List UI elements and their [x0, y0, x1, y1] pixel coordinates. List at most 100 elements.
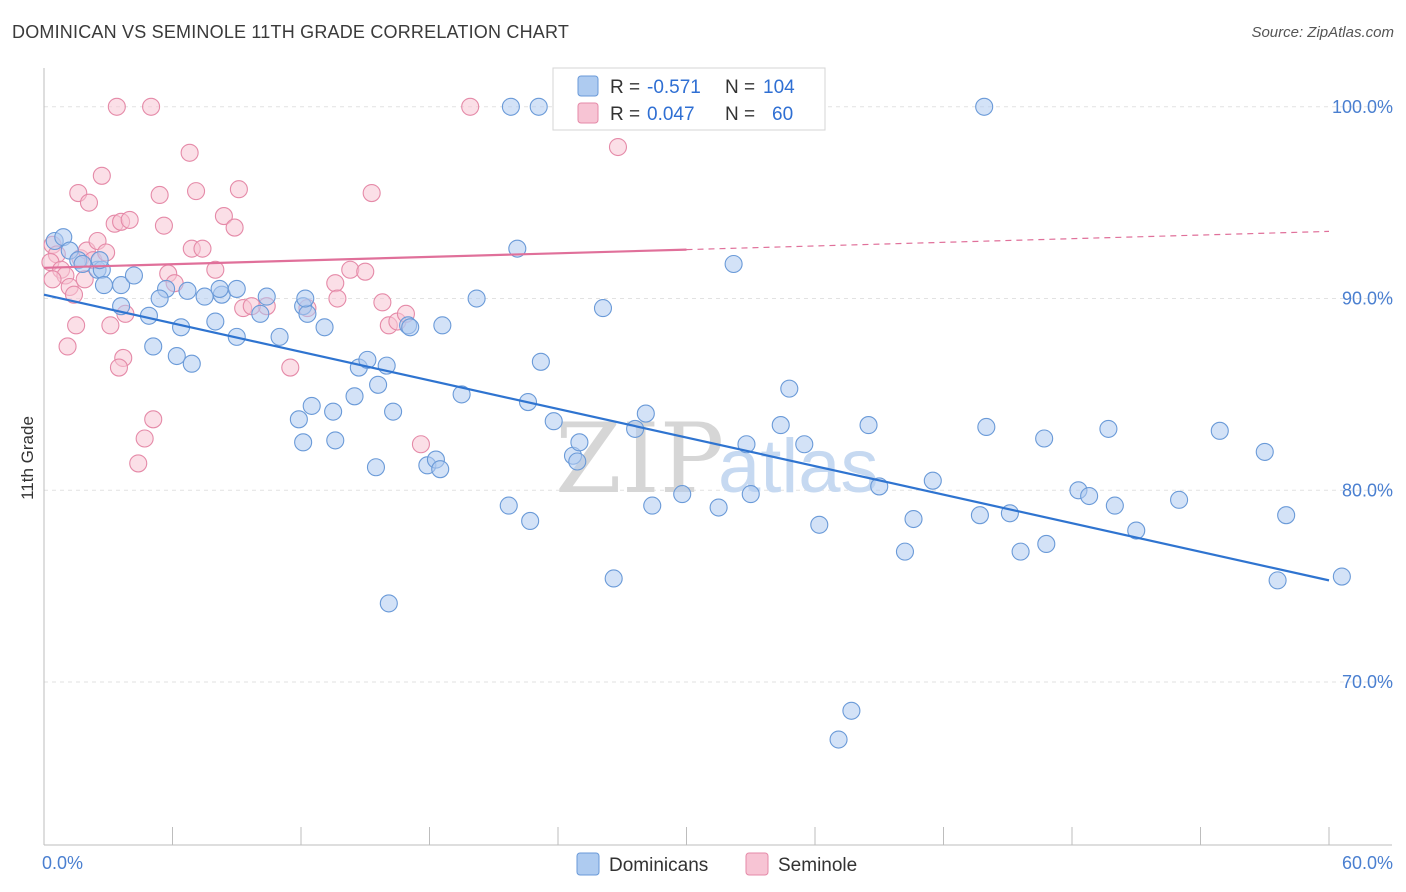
dominicans-point	[1210, 421, 1229, 440]
chart-title: DOMINICAN VS SEMINOLE 11TH GRADE CORRELA…	[12, 22, 570, 42]
seminole-point	[101, 316, 120, 335]
dominicans-point	[626, 419, 645, 438]
seminole-point	[150, 185, 169, 205]
x-tick-label-min: 0.0%	[42, 853, 83, 873]
dominicans-point	[709, 498, 728, 517]
dominicans-point	[73, 254, 92, 274]
dominicans-point	[673, 485, 692, 504]
seminole-point	[187, 182, 206, 201]
stats-legend: R = -0.571 N = 104 R = 0.047 N = 60	[552, 67, 826, 131]
dominicans-point	[570, 433, 589, 452]
dominicans-point	[1037, 534, 1056, 554]
y-tick-label: 80.0%	[1342, 480, 1393, 500]
dominicans-point	[210, 279, 229, 298]
dominicans-point	[94, 276, 114, 295]
seminole-point	[341, 260, 360, 279]
legend-swatch-seminole	[745, 852, 769, 876]
seminole-point	[373, 293, 392, 312]
seminole-point	[461, 97, 480, 116]
dominicans-point	[1268, 571, 1287, 590]
chart-source: Source: ZipAtlas.com	[1251, 24, 1394, 41]
dominicans-point	[531, 352, 550, 371]
dominicans-point	[508, 239, 527, 258]
legend-r-value-2: 0.047	[647, 104, 695, 125]
dominicans-point	[182, 354, 201, 373]
seminole-point	[107, 97, 126, 116]
y-tick-label: 90.0%	[1342, 289, 1393, 309]
dominicans-point	[345, 387, 364, 406]
x-tick-label-max: 60.0%	[1342, 853, 1393, 873]
seminole-point	[144, 410, 163, 429]
seminole-point	[281, 358, 300, 377]
legend-n-value-2: 60	[772, 104, 793, 125]
dominicans-point	[529, 97, 548, 116]
dominicans-point	[643, 496, 662, 515]
dominicans-trend-line	[43, 293, 1330, 582]
dominicans-point	[810, 515, 829, 534]
dominicans-point	[521, 511, 540, 530]
legend-r-label-2: R =	[610, 104, 640, 125]
dominicans-point	[90, 251, 109, 270]
seminole-point	[229, 180, 248, 199]
dominicans-point	[1105, 496, 1124, 515]
seminole-point	[135, 429, 154, 448]
seminole-point	[356, 262, 375, 281]
seminole-point	[43, 270, 62, 289]
dominicans-point	[724, 254, 743, 274]
dominicans-point	[593, 299, 613, 318]
legend-r-label-1: R =	[610, 77, 640, 98]
dominicans-point	[431, 460, 450, 479]
dominicans-point	[326, 431, 345, 450]
dominicans-point	[358, 350, 377, 369]
dominicans-point	[895, 542, 915, 561]
seminole-point	[79, 193, 99, 212]
dominicans-point	[771, 416, 790, 435]
dominicans-point	[302, 396, 321, 415]
dominicans-point	[604, 569, 623, 588]
dominicans-point	[433, 316, 452, 335]
dominicans-point	[568, 452, 587, 471]
dominicans-point	[294, 433, 313, 452]
legend-label-seminole: Seminole	[778, 855, 857, 876]
seminole-points	[41, 97, 628, 473]
legend-n-label-2: N =	[725, 104, 755, 125]
dominicans-point	[842, 701, 861, 720]
dominicans-point	[401, 318, 420, 337]
dominicans-point	[379, 594, 398, 613]
dominicans-point	[1170, 490, 1189, 509]
dominicans-point	[1255, 442, 1274, 461]
dominicans-point	[904, 509, 923, 529]
y-tick-label: 70.0%	[1342, 672, 1393, 692]
dominicans-point	[467, 289, 486, 308]
seminole-point	[326, 274, 345, 293]
seminole-point	[67, 316, 86, 335]
dominicans-point	[1277, 506, 1296, 525]
dominicans-point	[1035, 429, 1054, 448]
dominicans-point	[1099, 419, 1118, 438]
dominicans-point	[741, 485, 760, 504]
dominicans-point	[975, 97, 994, 116]
seminole-point	[225, 218, 244, 237]
legend-swatch-dominicans	[576, 852, 600, 876]
series-legend: Dominicans Seminole	[576, 852, 857, 876]
seminole-point	[92, 166, 111, 185]
seminole-point	[154, 216, 173, 235]
seminole-point	[58, 337, 77, 356]
y-axis-title: 11th Grade	[18, 416, 37, 500]
legend-label-dominicans: Dominicans	[609, 855, 708, 876]
dominicans-point	[501, 97, 520, 116]
seminole-point	[214, 207, 233, 226]
dominicans-point	[227, 279, 246, 298]
dominicans-point	[124, 266, 143, 285]
dominicans-point	[324, 402, 343, 421]
dominicans-point	[369, 375, 388, 394]
dominicans-point	[315, 318, 334, 337]
dominicans-point	[1127, 521, 1146, 540]
dominicans-point	[112, 276, 131, 295]
dominicans-point	[366, 458, 386, 477]
dominicans-point	[178, 281, 197, 300]
seminole-point	[362, 184, 381, 203]
dominicans-point	[144, 337, 163, 356]
seminole-point	[411, 435, 430, 454]
dominicans-point	[195, 287, 214, 306]
